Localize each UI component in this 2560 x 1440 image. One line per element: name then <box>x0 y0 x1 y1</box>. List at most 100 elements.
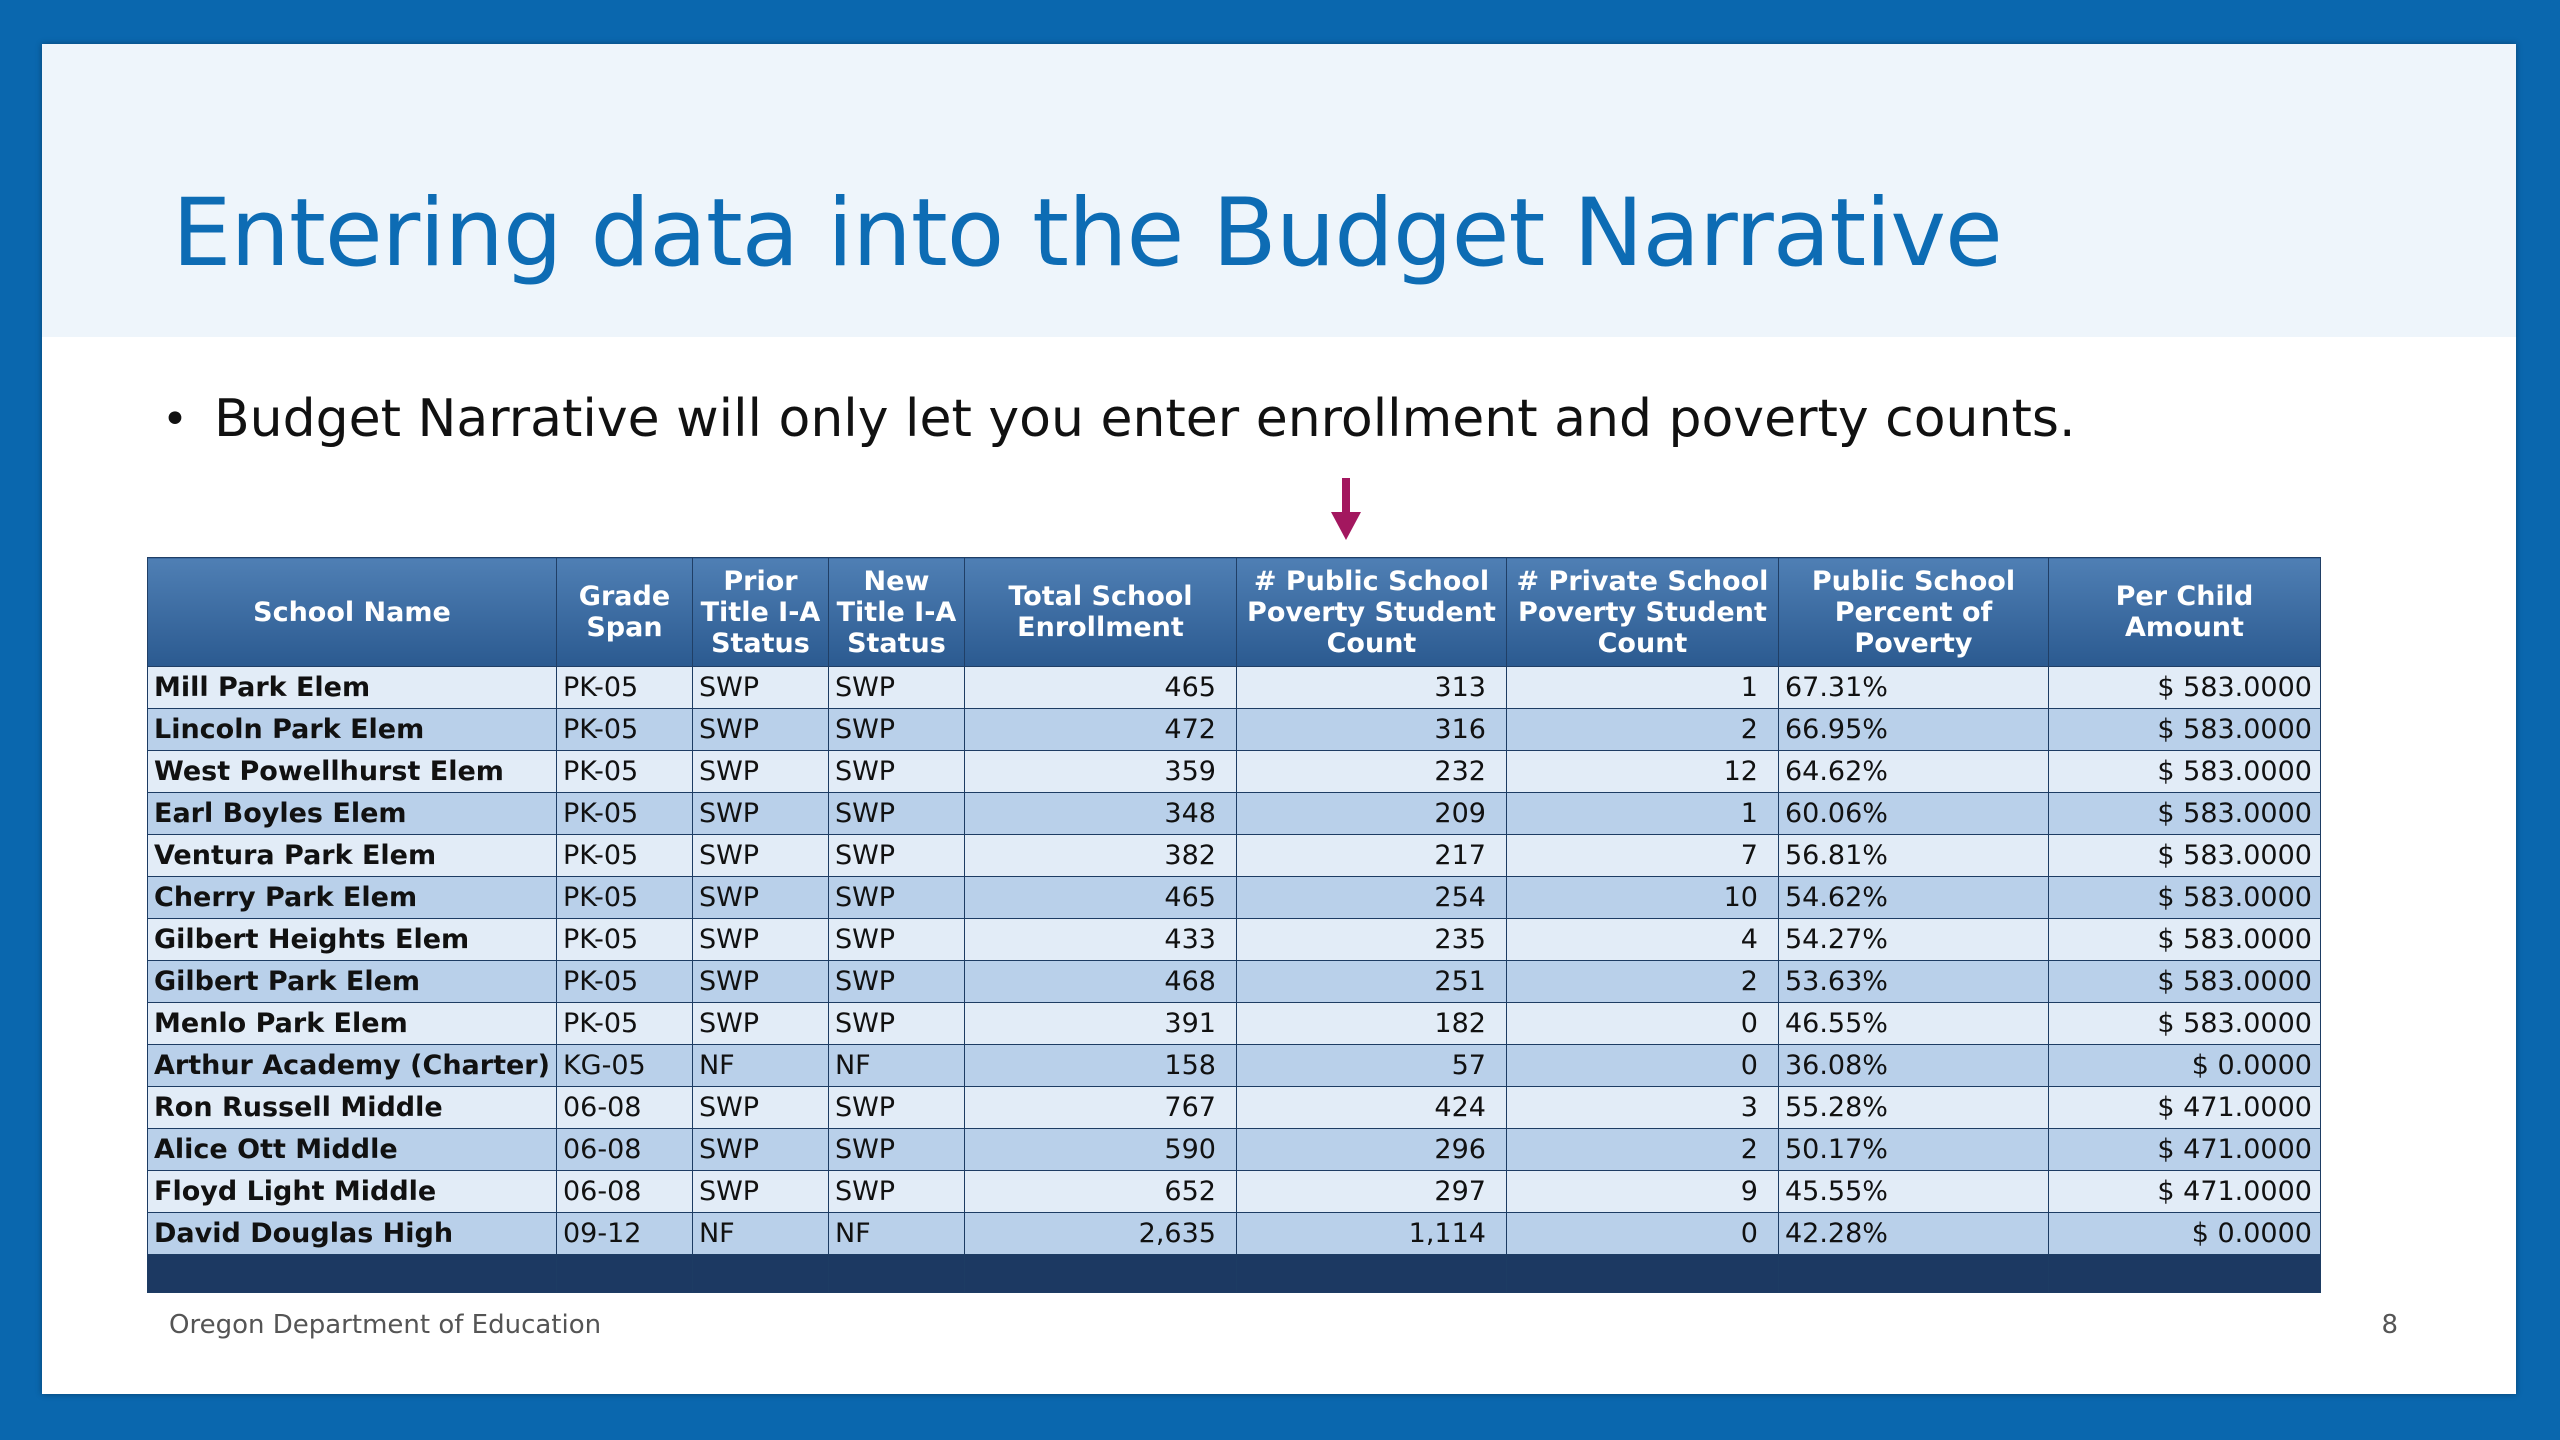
table-body: Mill Park Elem PK-05 SWP SWP 465 313 1 67.31% $ … <box>147 666 2321 1293</box>
table-cell: 2,635 <box>963 1212 1237 1255</box>
table-footer-cell <box>827 1254 965 1293</box>
table-cell: 313 <box>1235 666 1507 709</box>
table-cell: Ron Russell Middle <box>147 1086 557 1129</box>
table-cell: 54.62% <box>1777 876 2049 919</box>
table-cell: 55.28% <box>1777 1086 2049 1129</box>
table-footer-cell <box>147 1254 557 1293</box>
table-cell: 209 <box>1235 792 1507 835</box>
table-cell: NF <box>691 1212 829 1255</box>
table-cell: Gilbert Park Elem <box>147 960 557 1003</box>
table-cell: 10 <box>1505 876 1779 919</box>
table-cell: PK-05 <box>555 666 693 709</box>
column-header: Prior Title I-A Status <box>691 557 829 667</box>
table-cell: 232 <box>1235 750 1507 793</box>
table-cell: Menlo Park Elem <box>147 1002 557 1045</box>
table-cell: 348 <box>963 792 1237 835</box>
column-header: Per Child Amount <box>2047 557 2321 667</box>
table-cell: 36.08% <box>1777 1044 2049 1087</box>
table-cell: SWP <box>827 876 965 919</box>
table-cell: SWP <box>691 1128 829 1171</box>
table-cell: 2 <box>1505 960 1779 1003</box>
table-cell: West Powellhurst Elem <box>147 750 557 793</box>
table-cell: Mill Park Elem <box>147 666 557 709</box>
table-cell: 652 <box>963 1170 1237 1213</box>
table-cell: 1 <box>1505 792 1779 835</box>
table-cell: 254 <box>1235 876 1507 919</box>
table-row: Gilbert Park Elem PK-05 SWP SWP 468 251 2 53.63… <box>147 960 2321 1003</box>
table-cell: Earl Boyles Elem <box>147 792 557 835</box>
table-cell: PK-05 <box>555 960 693 1003</box>
table-cell: 56.81% <box>1777 834 2049 877</box>
table-cell: 12 <box>1505 750 1779 793</box>
table-cell: 0 <box>1505 1044 1779 1087</box>
table-cell: 54.27% <box>1777 918 2049 961</box>
table-footer-row <box>147 1254 2321 1293</box>
table-row: Cherry Park Elem PK-05 SWP SWP 465 254 10 54.62… <box>147 876 2321 919</box>
table-cell: NF <box>691 1044 829 1087</box>
table-cell: 50.17% <box>1777 1128 2049 1171</box>
table-row: Menlo Park Elem PK-05 SWP SWP 391 182 0 46.55% $… <box>147 1002 2321 1045</box>
footer-org: Oregon Department of Education <box>169 1310 602 1340</box>
table-cell: SWP <box>691 960 829 1003</box>
slide: Entering data into the Budget Narrative … <box>42 44 2516 1394</box>
table-cell: $ 583.0000 <box>2047 876 2321 919</box>
down-arrow-icon <box>1331 478 1361 540</box>
table-row: Floyd Light Middle 06-08 SWP SWP 652 297 9 45.5… <box>147 1170 2321 1213</box>
table-cell: SWP <box>691 1086 829 1129</box>
table-cell: 465 <box>963 876 1237 919</box>
table-footer-cell <box>2047 1254 2321 1293</box>
table-cell: 465 <box>963 666 1237 709</box>
table-cell: $ 471.0000 <box>2047 1086 2321 1129</box>
table-cell: Arthur Academy (Charter) <box>147 1044 557 1087</box>
column-header: # Public School Poverty Student Count <box>1235 557 1507 667</box>
column-header: Public School Percent of Poverty <box>1777 557 2049 667</box>
table-cell: 2 <box>1505 1128 1779 1171</box>
table-cell: PK-05 <box>555 876 693 919</box>
table-cell: $ 583.0000 <box>2047 834 2321 877</box>
table-cell: NF <box>827 1212 965 1255</box>
table-cell: 217 <box>1235 834 1507 877</box>
table-footer-cell <box>1505 1254 1779 1293</box>
table-cell: $ 0.0000 <box>2047 1044 2321 1087</box>
table-cell: 57 <box>1235 1044 1507 1087</box>
table-row: Lincoln Park Elem PK-05 SWP SWP 472 316 2 66.95… <box>147 708 2321 751</box>
table-cell: 235 <box>1235 918 1507 961</box>
table-cell: PK-05 <box>555 792 693 835</box>
title-band: Entering data into the Budget Narrative <box>42 44 2516 337</box>
table-cell: $ 583.0000 <box>2047 708 2321 751</box>
table-footer-cell <box>555 1254 693 1293</box>
table-cell: $ 0.0000 <box>2047 1212 2321 1255</box>
table-row: Arthur Academy (Charter) KG-05 NF NF 158 57 0 3… <box>147 1044 2321 1087</box>
slide-title: Entering data into the Budget Narrative <box>172 179 2003 288</box>
table-cell: PK-05 <box>555 918 693 961</box>
table-row: David Douglas High 09-12 NF NF 2,635 1,114 0 42… <box>147 1212 2321 1255</box>
table-cell: $ 583.0000 <box>2047 1002 2321 1045</box>
school-data-table: School Name Grade Span Prior Title I-A S… <box>147 557 2321 1293</box>
table-cell: Cherry Park Elem <box>147 876 557 919</box>
table-cell: SWP <box>827 1170 965 1213</box>
table-cell: 316 <box>1235 708 1507 751</box>
table-cell: SWP <box>691 708 829 751</box>
table-cell: SWP <box>691 1002 829 1045</box>
table-row: Ventura Park Elem PK-05 SWP SWP 382 217 7 56.81… <box>147 834 2321 877</box>
table-row: Alice Ott Middle 06-08 SWP SWP 590 296 2 50.17%… <box>147 1128 2321 1171</box>
table-cell: SWP <box>691 1170 829 1213</box>
table-cell: SWP <box>827 792 965 835</box>
table-cell: PK-05 <box>555 1002 693 1045</box>
table-row: Gilbert Heights Elem PK-05 SWP SWP 433 235 4 54… <box>147 918 2321 961</box>
table-cell: Alice Ott Middle <box>147 1128 557 1171</box>
table-cell: $ 471.0000 <box>2047 1170 2321 1213</box>
table-cell: 64.62% <box>1777 750 2049 793</box>
table-header-row: School Name Grade Span Prior Title I-A S… <box>147 557 2321 667</box>
table-cell: PK-05 <box>555 750 693 793</box>
table-cell: SWP <box>827 1128 965 1171</box>
table-cell: 06-08 <box>555 1128 693 1171</box>
table-row: West Powellhurst Elem PK-05 SWP SWP 359 232 12… <box>147 750 2321 793</box>
table-cell: 67.31% <box>1777 666 2049 709</box>
table-cell: $ 583.0000 <box>2047 750 2321 793</box>
table-cell: 424 <box>1235 1086 1507 1129</box>
table-cell: 297 <box>1235 1170 1507 1213</box>
page-number: 8 <box>2381 1310 2398 1340</box>
table-cell: 3 <box>1505 1086 1779 1129</box>
table-cell: SWP <box>827 666 965 709</box>
